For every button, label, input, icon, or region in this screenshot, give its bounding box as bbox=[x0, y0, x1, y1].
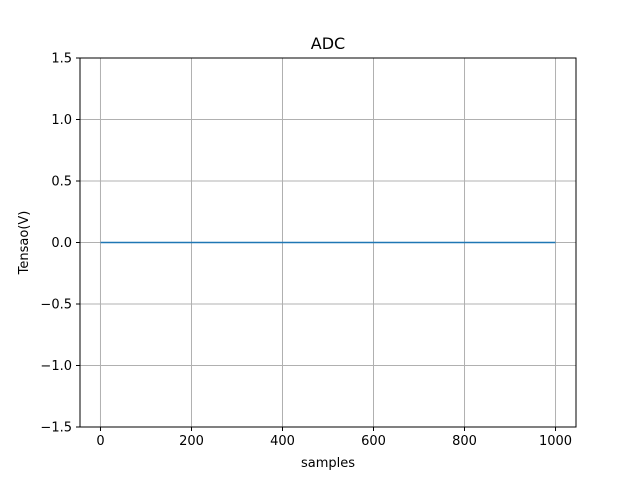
y-tick-label: −1.0 bbox=[40, 359, 72, 374]
chart-title: ADC bbox=[311, 34, 345, 53]
y-axis-label: Tensao(V) bbox=[17, 211, 32, 276]
x-tick-label: 800 bbox=[452, 434, 477, 449]
x-tick-label: 400 bbox=[270, 434, 295, 449]
x-tick-label: 600 bbox=[361, 434, 386, 449]
y-tick-label: −1.5 bbox=[40, 421, 72, 436]
y-tick-label: 1.0 bbox=[51, 113, 72, 128]
axis-ticks: 0 200 400 600 800 1000 −1.5 −1.0 −0.5 0.0 0.5 1.0 1.… bbox=[40, 52, 572, 450]
y-tick-label: 0.5 bbox=[51, 175, 72, 190]
y-tick-label: 1.5 bbox=[51, 52, 72, 67]
x-axis-label: samples bbox=[301, 456, 355, 471]
x-tick-label: 0 bbox=[96, 434, 104, 449]
y-tick-label: −0.5 bbox=[40, 298, 72, 313]
y-tick-label: 0.0 bbox=[51, 236, 72, 251]
x-tick-label: 1000 bbox=[539, 434, 572, 449]
x-tick-label: 200 bbox=[179, 434, 204, 449]
